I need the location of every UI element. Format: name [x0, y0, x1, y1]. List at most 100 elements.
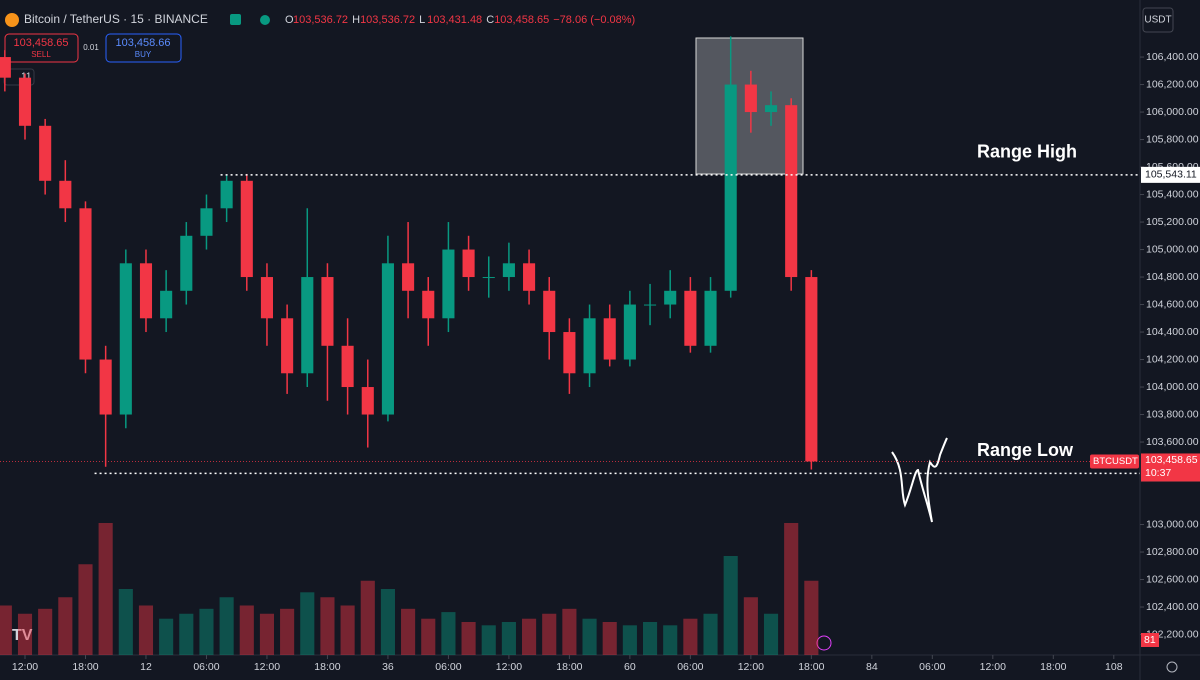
last-price-box [1141, 453, 1200, 482]
volume-bar [159, 618, 174, 655]
volume-bar [0, 605, 12, 655]
volume-bar [622, 625, 637, 655]
volume-bar [380, 589, 395, 655]
candle-body [502, 263, 515, 278]
level-name: Range High [977, 142, 1077, 162]
y-tick-label: 102,400.00 [1146, 601, 1199, 613]
candle-body [684, 290, 697, 346]
candle-body [724, 84, 737, 291]
y-tick-label: 103,000.00 [1146, 518, 1199, 530]
volume-bar [804, 580, 819, 655]
candle-body [643, 304, 657, 306]
candle-body [180, 235, 193, 291]
volume-bar [441, 612, 456, 655]
ohlc-key: O [285, 14, 294, 26]
volume-bar [17, 613, 33, 655]
candle-body [462, 249, 475, 278]
y-tick-label: 104,200.00 [1146, 353, 1199, 365]
candle-body [583, 318, 596, 374]
candle-body [704, 290, 717, 346]
y-tick-label: 106,000.00 [1146, 106, 1199, 118]
candle-body [764, 105, 778, 113]
candle-body [422, 290, 435, 319]
candle-body [563, 332, 576, 374]
y-tick-label: 102,200.00 [1146, 628, 1199, 640]
candle-body [341, 345, 354, 388]
settings-icon[interactable] [1166, 661, 1178, 673]
candle-body [523, 263, 536, 291]
volume-bar [784, 523, 799, 655]
hand-drawing [891, 437, 948, 523]
candle-body [59, 180, 72, 209]
volume-bar [138, 605, 154, 655]
x-tick-label: 06:00 [677, 661, 703, 673]
ohlc-value: 103,536.72 [293, 14, 348, 26]
x-tick-label: 12:00 [980, 661, 1006, 673]
y-tick-label: 103,800.00 [1146, 408, 1199, 420]
volume-bar [703, 613, 718, 655]
candle-body [543, 290, 556, 333]
volume-bar [219, 597, 234, 655]
volume-bar [481, 625, 496, 655]
x-tick-label: 06:00 [919, 661, 945, 673]
volume-bar [98, 523, 113, 655]
volume-bar [602, 622, 617, 655]
countdown: 10:37 [1145, 467, 1171, 479]
volume-bar [663, 625, 678, 655]
y-tick-label: 106,200.00 [1146, 78, 1199, 90]
y-tick-label: 104,000.00 [1146, 381, 1199, 393]
candle-body [402, 263, 415, 291]
x-tick-label: 18:00 [798, 661, 824, 673]
x-tick-label: 36 [382, 661, 394, 673]
candle-body [603, 318, 616, 360]
status-dot [260, 15, 270, 25]
candle-body [39, 125, 52, 181]
y-tick-label: 106,400.00 [1146, 51, 1199, 63]
candle-body [119, 263, 132, 415]
buy-label: BUY [135, 50, 152, 59]
y-tick-label: 105,200.00 [1146, 216, 1199, 228]
volume-bar [501, 622, 516, 655]
volume-label-box [1141, 633, 1159, 647]
indicator-count: 11 [21, 72, 32, 83]
y-tick-label: 103,600.00 [1146, 436, 1199, 448]
market-icon [230, 14, 241, 25]
x-tick-label: 12:00 [738, 661, 764, 673]
alert-icon [816, 635, 832, 651]
buy-button[interactable] [105, 33, 182, 63]
volume-bar [280, 608, 295, 655]
candle-body [805, 277, 818, 462]
candle-body [301, 277, 314, 374]
x-tick-label: 60 [624, 661, 636, 673]
symbol-label: BTCUSDT [1093, 456, 1138, 467]
sell-button[interactable] [4, 33, 79, 63]
currency-button[interactable] [1142, 7, 1174, 33]
volume-bar [582, 618, 597, 655]
x-tick-label: 06:00 [193, 661, 219, 673]
buy-price: 103,458.66 [115, 37, 170, 49]
volume-bar [743, 597, 758, 655]
ohlc-value: 103,458.65 [494, 14, 549, 26]
y-tick-label: 105,000.00 [1146, 243, 1199, 255]
volume-bar [199, 608, 214, 655]
volume-bar [642, 622, 658, 655]
candle-body [220, 180, 233, 209]
volume-bar [78, 564, 93, 655]
candle-body [99, 359, 112, 415]
change: −78.06 (−0.08%) [553, 14, 635, 26]
quantity: 0.01 [83, 43, 99, 52]
sell-price: 103,458.65 [13, 37, 68, 49]
volume-bar [300, 592, 315, 655]
x-tick-label: 18:00 [314, 661, 340, 673]
sell-label: SELL [31, 50, 51, 59]
volume-bar [401, 608, 416, 655]
candle-body [139, 263, 153, 319]
symbol-box [1090, 454, 1139, 469]
x-tick-label: 18:00 [556, 661, 582, 673]
volume-bar [421, 618, 436, 655]
volume-bar [179, 613, 194, 655]
volume-bar [259, 613, 275, 655]
